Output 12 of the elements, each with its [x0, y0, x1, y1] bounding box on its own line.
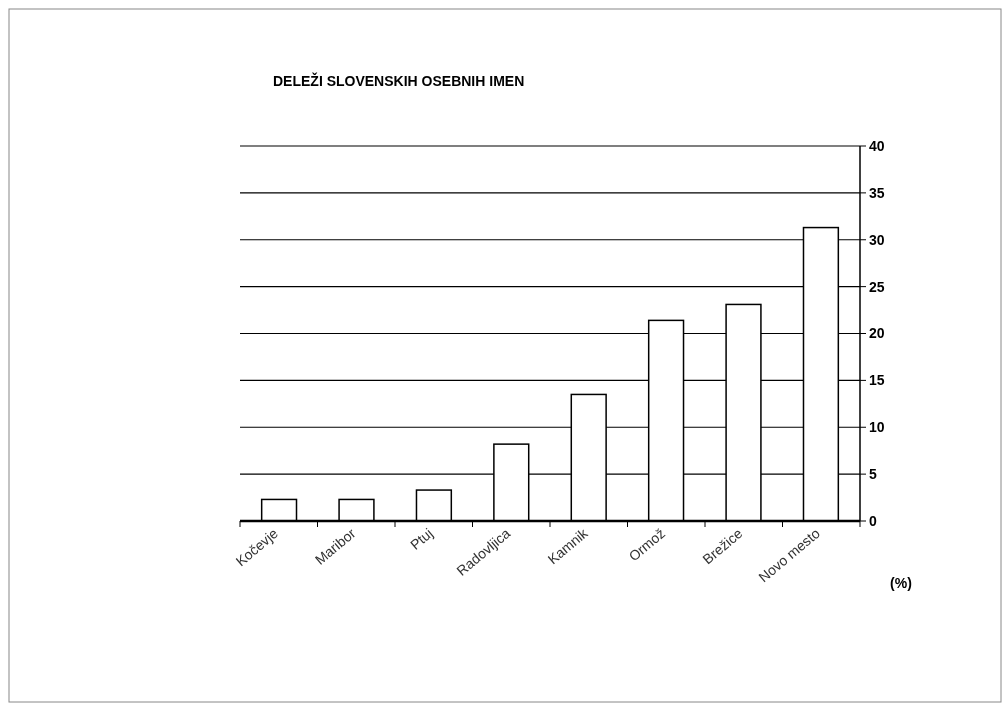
y-tick-label: 20 [869, 325, 885, 342]
y-tick-label: 40 [869, 137, 885, 154]
y-tick-label: 0 [869, 512, 877, 529]
y-tick-label: 25 [869, 278, 885, 295]
x-tick-label: Ptuj [407, 525, 436, 553]
y-tick-label: 5 [869, 466, 877, 483]
y-axis-title: (%) [890, 575, 912, 591]
y-tick-label: 30 [869, 231, 885, 248]
y-tick-label: 15 [869, 372, 885, 389]
chart-title: DELEŽI SLOVENSKIH OSEBNIH IMEN [273, 72, 525, 89]
y-tick-label: 10 [869, 419, 885, 436]
y-tick-label: 35 [869, 184, 885, 201]
